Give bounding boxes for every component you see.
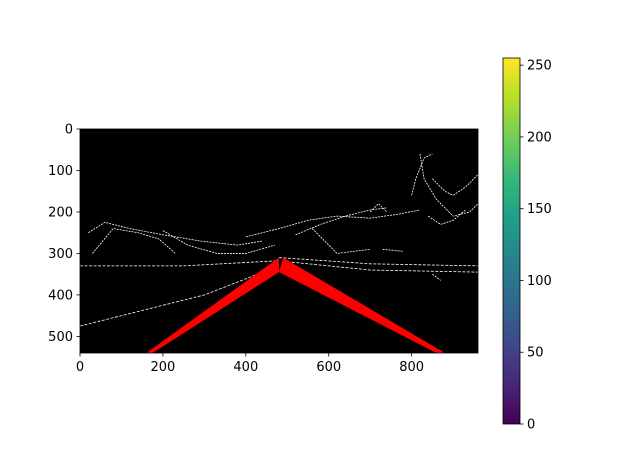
lane-line-right xyxy=(279,257,445,353)
image-content xyxy=(80,153,478,353)
x-tick-label: 800 xyxy=(399,360,424,375)
edge-line xyxy=(311,228,371,254)
colorbar-tick-label: 250 xyxy=(527,59,552,74)
edge-line xyxy=(80,260,275,267)
colorbar-gradient xyxy=(502,57,521,425)
colorbar-tick-label: 50 xyxy=(527,346,544,361)
edge-line xyxy=(382,248,404,252)
edge-line xyxy=(278,257,478,267)
y-tick-label: 100 xyxy=(48,164,73,179)
image-plot: 0 200 400 600 800 0 100 200 300 400 500 xyxy=(48,123,479,375)
edge-line xyxy=(162,230,275,254)
x-tick-label: 400 xyxy=(233,360,258,375)
colorbar: 0 50 100 150 200 250 xyxy=(502,57,552,433)
x-tick-label: 0 xyxy=(76,360,84,375)
image-background xyxy=(80,129,478,353)
edge-line xyxy=(92,228,176,254)
axes-frame xyxy=(79,128,479,354)
edge-line xyxy=(295,207,387,236)
y-tick-label: 500 xyxy=(48,330,73,345)
x-tick-label: 600 xyxy=(316,360,341,375)
edge-line xyxy=(411,153,433,196)
colorbar-tick-label: 100 xyxy=(527,274,552,289)
edge-line xyxy=(369,203,388,213)
y-tick-label: 0 xyxy=(65,123,73,138)
edge-line xyxy=(287,261,478,273)
edge-line xyxy=(432,273,441,281)
colorbar-tick-label: 200 xyxy=(527,130,552,145)
colorbar-tick-label: 150 xyxy=(527,202,552,217)
x-tick-label: 200 xyxy=(151,360,176,375)
lane-line-extra xyxy=(286,271,342,294)
edge-line xyxy=(88,221,263,246)
edge-line xyxy=(245,209,421,238)
edge-line xyxy=(428,209,466,225)
edge-line xyxy=(419,153,478,217)
y-tick-label: 400 xyxy=(48,288,73,303)
y-tick-label: 200 xyxy=(48,205,73,220)
colorbar-tick-label: 0 xyxy=(527,418,535,433)
lane-line-left xyxy=(146,257,279,353)
y-tick-label: 300 xyxy=(48,247,73,262)
